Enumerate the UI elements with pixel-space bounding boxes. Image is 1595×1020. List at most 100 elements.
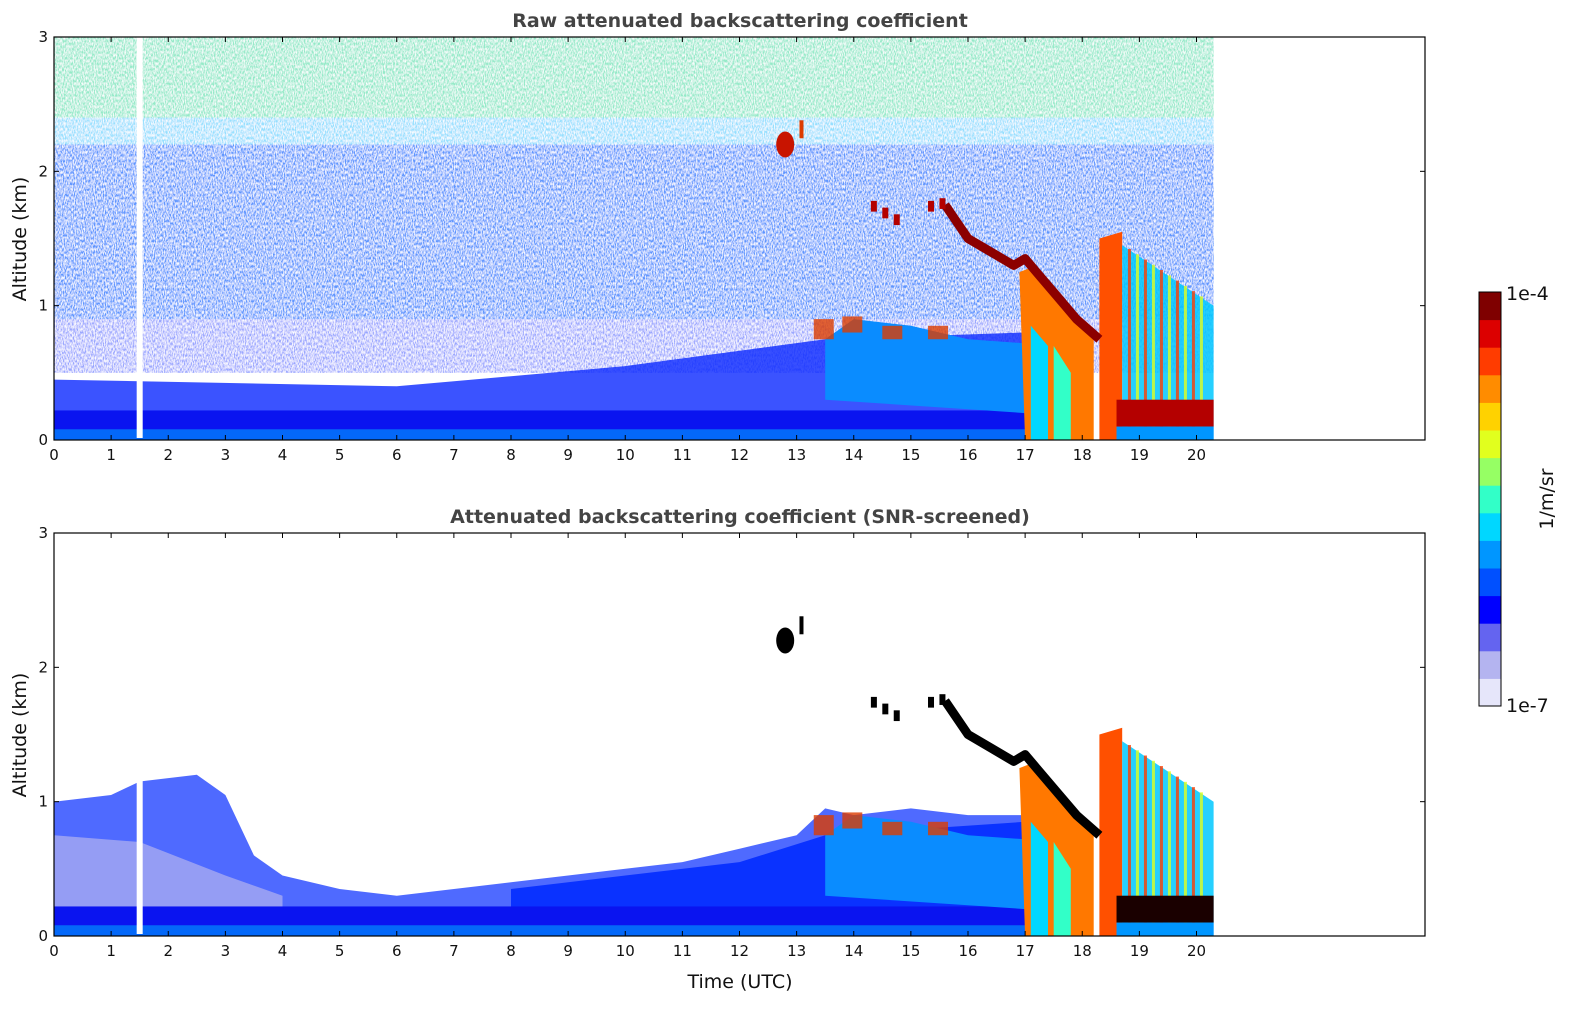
isolated-cloud-tail xyxy=(799,120,804,139)
precip-streak xyxy=(1127,744,1131,936)
colorbar-step xyxy=(1479,402,1501,431)
x-tick-label: 14 xyxy=(844,446,863,464)
x-tick-label: 9 xyxy=(563,446,573,464)
precip-column xyxy=(1053,346,1071,440)
precip-streak xyxy=(1167,275,1171,440)
x-tick-label: 20 xyxy=(1187,446,1206,464)
isolated-cloud-tail xyxy=(799,616,804,635)
cloud-patch xyxy=(842,812,863,829)
colorbar-frame xyxy=(1478,291,1502,707)
cloud-patch xyxy=(928,821,949,836)
colorbar-step xyxy=(1479,568,1501,597)
elevated-aerosol-layer xyxy=(825,815,1026,910)
x-tick-label: 7 xyxy=(449,942,459,960)
x-axis-label: Time (UTC) xyxy=(686,971,792,993)
precip-streak xyxy=(1135,750,1139,936)
x-tick-label: 17 xyxy=(1016,942,1035,960)
cloud-base-line xyxy=(941,202,1103,343)
colorbar: 1e-4 1e-7 1/m/sr xyxy=(1478,283,1558,717)
colorbar-step xyxy=(1479,512,1501,541)
panel1-x-ticks: 0 1 2 3 4 5 6 7 8 9 10 11 12 13 14 15 16 17 18 19 20 xyxy=(49,37,1206,464)
x-tick-label: 11 xyxy=(673,446,692,464)
isolated-cloud xyxy=(776,131,795,158)
precip-column xyxy=(1099,231,1123,440)
precip-column xyxy=(1030,325,1048,440)
x-tick-label: 2 xyxy=(163,446,173,464)
elevated-cloud-streak xyxy=(882,207,889,219)
colorbar-step xyxy=(1479,319,1501,348)
elevated-cloud-streak xyxy=(882,703,889,715)
x-tick-label: 8 xyxy=(506,942,516,960)
elevated-aerosol-layer xyxy=(825,319,1026,414)
x-tick-label: 18 xyxy=(1073,446,1092,464)
x-tick-label: 6 xyxy=(392,446,402,464)
elevated-cloud-streak xyxy=(928,696,935,708)
colorbar-step xyxy=(1479,678,1501,707)
x-tick-label: 16 xyxy=(958,446,977,464)
precip-streak xyxy=(1143,755,1147,936)
x-tick-label: 11 xyxy=(673,942,692,960)
colorbar-step xyxy=(1479,347,1501,376)
cloud-patch xyxy=(928,325,949,340)
x-tick-label: 10 xyxy=(616,446,635,464)
panel2-x-ticks: 0 1 2 3 4 5 6 7 8 9 10 11 12 13 14 15 16 17 18 19 20 xyxy=(49,533,1206,960)
x-tick-label: 19 xyxy=(1130,942,1149,960)
raw-backscatter-plot-area xyxy=(54,37,1214,440)
y-tick-label: 1 xyxy=(38,793,48,811)
x-tick-label: 10 xyxy=(616,942,635,960)
y-tick-label: 3 xyxy=(38,28,48,46)
x-tick-label: 4 xyxy=(278,942,288,960)
precip-streak xyxy=(1127,248,1131,440)
data-gap-column xyxy=(136,37,143,438)
elevated-cloud-streak xyxy=(870,696,877,708)
precip-streak xyxy=(1199,792,1203,936)
precip-streak xyxy=(1151,760,1155,936)
x-tick-label: 7 xyxy=(449,446,459,464)
panel1-title: Raw attenuated backscattering coefficien… xyxy=(512,10,968,32)
x-tick-label: 1 xyxy=(106,942,116,960)
precip-streak xyxy=(1151,264,1155,440)
colorbar-step xyxy=(1479,485,1501,514)
x-tick-label: 13 xyxy=(787,942,806,960)
x-tick-label: 19 xyxy=(1130,446,1149,464)
elevated-cloud-streak xyxy=(928,200,935,212)
x-tick-label: 3 xyxy=(221,446,231,464)
colorbar-step xyxy=(1479,292,1501,321)
y-tick-label: 0 xyxy=(38,431,48,449)
x-tick-label: 4 xyxy=(278,446,288,464)
elevated-cloud-streak xyxy=(893,214,900,226)
colorbar-unit-label: 1/m/sr xyxy=(1536,468,1558,529)
x-tick-label: 3 xyxy=(221,942,231,960)
precip-streak xyxy=(1159,766,1163,936)
cloud-base-line xyxy=(941,698,1103,839)
y-tick-label: 2 xyxy=(38,658,48,676)
isolated-cloud xyxy=(776,627,795,654)
colorbar-step xyxy=(1479,650,1501,679)
colorbar-step xyxy=(1479,374,1501,403)
x-tick-label: 20 xyxy=(1187,942,1206,960)
x-tick-label: 1 xyxy=(106,446,116,464)
surface-precip-band xyxy=(1116,399,1214,427)
x-tick-label: 5 xyxy=(335,446,345,464)
colorbar-step xyxy=(1479,430,1501,459)
cloud-patch xyxy=(842,316,863,333)
raw-backscatter-panel: Raw attenuated backscattering coefficien… xyxy=(9,10,1426,464)
precip-streak xyxy=(1199,296,1203,440)
precip-column xyxy=(1030,821,1048,936)
y-tick-label: 1 xyxy=(38,297,48,315)
x-tick-label: 6 xyxy=(392,942,402,960)
panel2-y-label: Altitude (km) xyxy=(9,673,31,798)
colorbar-step xyxy=(1479,540,1501,569)
panel2-title: Attenuated backscattering coefficient (S… xyxy=(450,506,1030,528)
x-tick-label: 2 xyxy=(163,942,173,960)
precip-streak xyxy=(1159,270,1163,440)
precip-streak xyxy=(1191,787,1195,936)
snr-screened-panel: Attenuated backscattering coefficient (S… xyxy=(9,506,1426,993)
elevated-cloud-streak xyxy=(893,710,900,722)
colorbar-max-label: 1e-4 xyxy=(1506,283,1549,305)
elevated-cloud-streak xyxy=(939,694,946,705)
elevated-cloud-streak xyxy=(870,200,877,212)
snr-screened-plot-area xyxy=(54,533,1214,936)
panel2-y-ticks: 0 1 2 3 xyxy=(38,524,1425,945)
x-tick-label: 0 xyxy=(49,446,59,464)
